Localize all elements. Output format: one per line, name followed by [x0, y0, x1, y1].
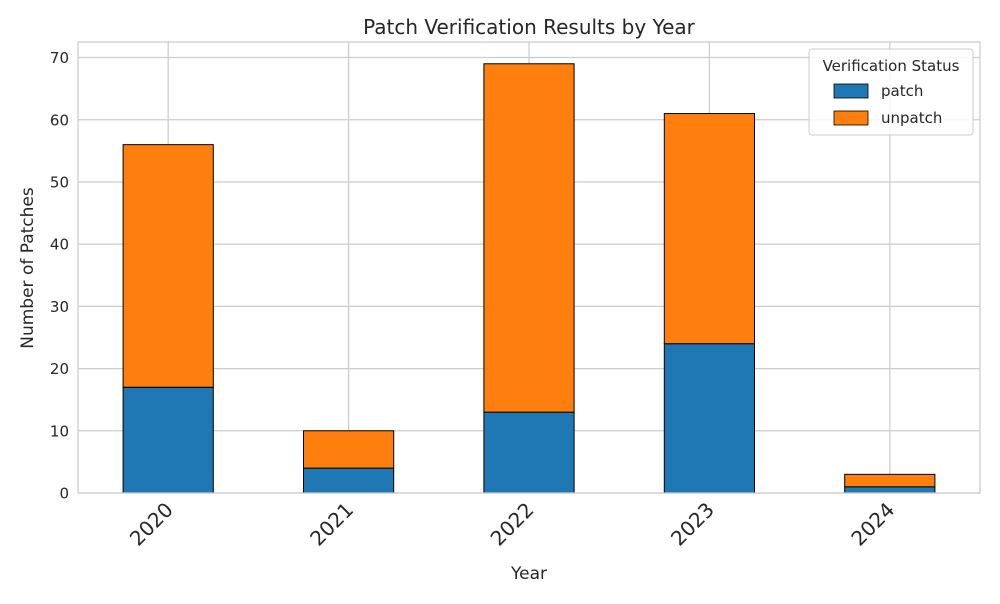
bar-unpatch-2021: [303, 430, 395, 469]
legend-swatch-unpatch: [833, 110, 869, 126]
bar-unpatch-2020: [122, 144, 214, 388]
y-tick-label: 70: [50, 49, 69, 67]
y-tick-label: 50: [50, 173, 69, 191]
y-axis-label: Number of Patches: [18, 187, 38, 349]
y-tick-label: 60: [50, 111, 69, 129]
x-tick-label: 2022: [486, 498, 539, 551]
legend-swatch-patch: [833, 83, 869, 99]
bars: [122, 63, 936, 494]
bar-unpatch-2023: [663, 113, 755, 345]
x-tick-labels: 2020 2021 2022 2023 2024: [125, 498, 900, 551]
legend: Verification Status patch unpatch: [808, 48, 974, 136]
legend-label-unpatch: unpatch: [881, 109, 942, 127]
y-tick-label: 10: [50, 422, 69, 440]
legend-title: Verification Status: [823, 57, 960, 75]
chart-title: Patch Verification Results by Year: [363, 15, 696, 39]
y-tick-label: 0: [59, 485, 69, 503]
y-tick-labels: 0 10 20 30 40 50 60 70: [50, 49, 69, 502]
y-tick-label: 20: [50, 360, 69, 378]
bar-unpatch-2022: [483, 63, 575, 413]
bar-patch-2020: [122, 386, 214, 494]
plot-frame: [77, 41, 981, 494]
bar-patch-2023: [663, 343, 755, 494]
bar-patch-2021: [303, 467, 395, 494]
bar-unpatch-2024: [844, 473, 936, 488]
x-tick-label: 2020: [125, 498, 178, 551]
bar-patch-2024: [844, 486, 936, 494]
y-tick-label: 30: [50, 298, 69, 316]
x-tick-label: 2021: [305, 498, 358, 551]
x-tick-label: 2023: [666, 498, 719, 551]
y-tick-label: 40: [50, 236, 69, 254]
x-tick-label: 2024: [846, 498, 899, 551]
legend-label-patch: patch: [881, 82, 923, 100]
x-axis-label: Year: [510, 564, 547, 584]
bar-patch-2022: [483, 411, 575, 494]
